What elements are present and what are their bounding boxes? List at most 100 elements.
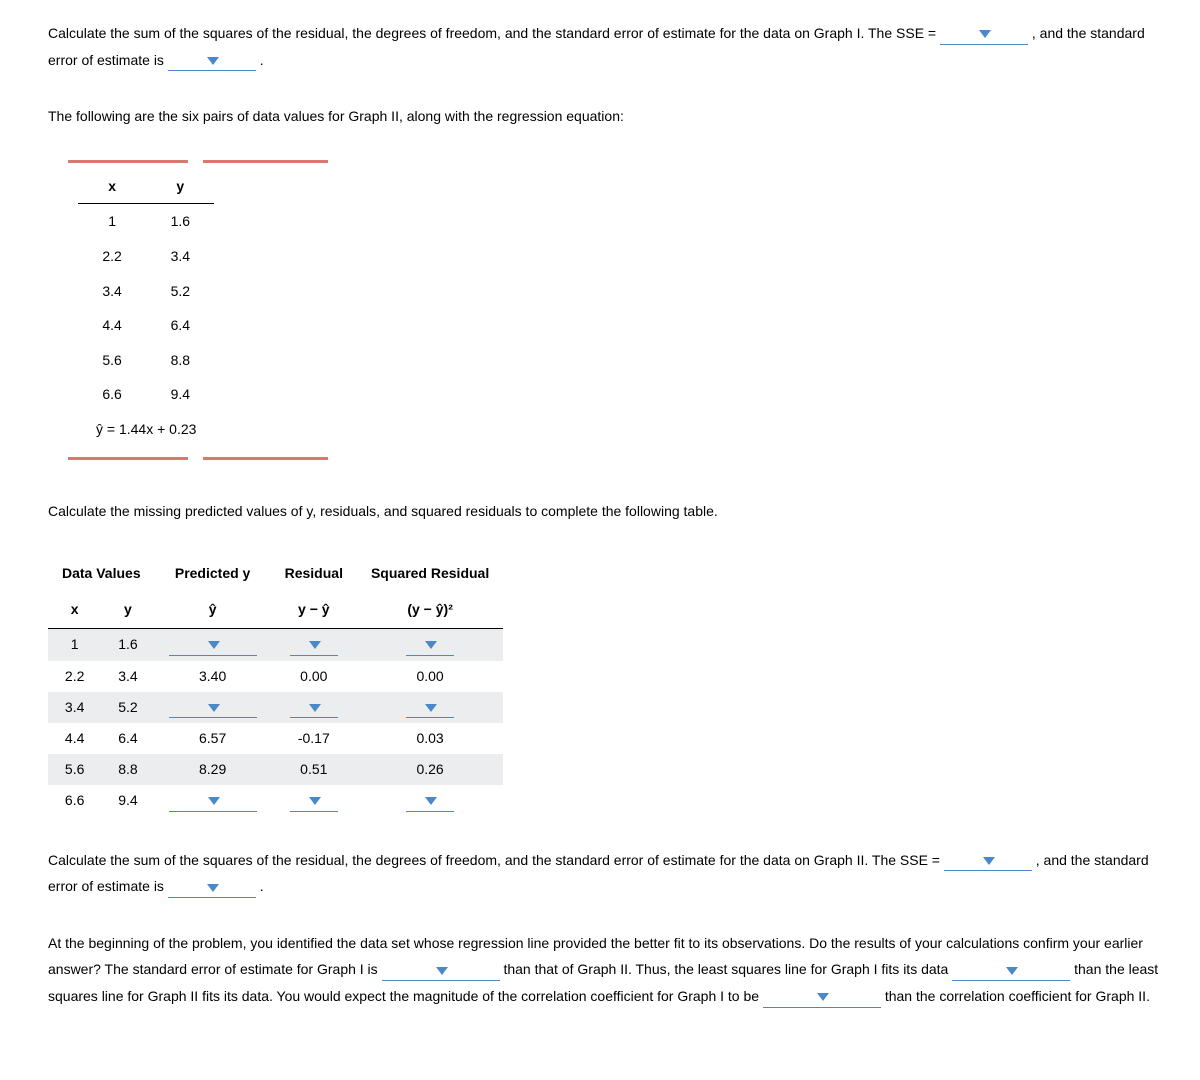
text: than the correlation coefficient for Gra…: [885, 988, 1150, 1004]
chevron-down-icon: [436, 967, 448, 975]
chevron-down-icon: [425, 641, 437, 649]
text: Calculate the missing predicted values o…: [48, 503, 718, 519]
chevron-down-icon: [309, 641, 321, 649]
table-cell: [271, 692, 357, 724]
table-cell: 0.00: [271, 661, 357, 692]
chevron-down-icon: [983, 857, 995, 865]
table-cell: 6.57: [155, 723, 271, 754]
dropdown-cell[interactable]: [406, 791, 454, 812]
xy-table: x y 11.62.23.43.45.24.46.45.68.86.69.4 ŷ…: [78, 169, 214, 447]
table-cell: 6.6: [48, 785, 101, 817]
table-cell: 3.4: [48, 692, 101, 724]
table-row: 4.46.4: [78, 308, 214, 343]
table-row: 2.23.43.400.000.00: [48, 661, 503, 692]
table-cell: 3.40: [155, 661, 271, 692]
residuals-table: Data Values Predicted y Residual Squared…: [48, 555, 503, 817]
table-row: 5.68.88.290.510.26: [48, 754, 503, 785]
table-cell: 5.2: [101, 692, 154, 724]
sub-header-y: y: [101, 591, 154, 628]
table-cell: [155, 785, 271, 817]
table-cell: 3.4: [78, 274, 146, 309]
dropdown-cell[interactable]: [169, 635, 257, 656]
chevron-down-icon: [425, 704, 437, 712]
table-row: 6.69.4: [78, 377, 214, 412]
dropdown-se2[interactable]: [168, 877, 256, 898]
text: At the beginning of the problem, you ide…: [48, 935, 942, 951]
chevron-down-icon: [208, 704, 220, 712]
chevron-down-icon: [309, 704, 321, 712]
table-cell: 9.4: [101, 785, 154, 817]
table-cell: 1.6: [146, 204, 214, 239]
data-table-graph2: x y 11.62.23.43.45.24.46.45.68.86.69.4 ŷ…: [48, 160, 328, 460]
table-cell: 5.6: [78, 343, 146, 378]
col-header-x: x: [78, 169, 146, 204]
text: .: [260, 878, 264, 894]
group-header-predicted: Predicted y: [155, 555, 271, 592]
dropdown-cell[interactable]: [290, 635, 338, 656]
table-cell: [357, 785, 503, 817]
dropdown-cell[interactable]: [169, 698, 257, 719]
sub-header-res: y − ŷ: [271, 591, 357, 628]
dropdown-cell[interactable]: [290, 698, 338, 719]
table-cell: 8.8: [146, 343, 214, 378]
text: than that of Graph II. Thus, the least s…: [503, 961, 806, 977]
table-cell: -0.17: [271, 723, 357, 754]
sub-header-sqres: (y − ŷ)²: [357, 591, 503, 628]
table-row: 3.45.2: [78, 274, 214, 309]
chevron-down-icon: [979, 30, 991, 38]
col-header-y: y: [146, 169, 214, 204]
table-row: 3.45.2: [48, 692, 503, 724]
paragraph-calc-missing: Calculate the missing predicted values o…: [48, 498, 1160, 525]
paragraph-sse-graph1: Calculate the sum of the squares of the …: [48, 20, 1160, 73]
dropdown-sse1[interactable]: [940, 24, 1028, 45]
table-cell: 5.2: [146, 274, 214, 309]
dropdown-cell[interactable]: [406, 635, 454, 656]
chevron-down-icon: [425, 797, 437, 805]
table-cell: [155, 692, 271, 724]
chevron-down-icon: [207, 884, 219, 892]
sub-header-yhat: ŷ: [155, 591, 271, 628]
sub-header-x: x: [48, 591, 101, 628]
dropdown-compare-se[interactable]: [382, 960, 500, 981]
table-cell: [271, 785, 357, 817]
paragraph-sse-graph2: Calculate the sum of the squares of the …: [48, 847, 1160, 900]
table-cell: 5.6: [48, 754, 101, 785]
table-row: 11.6: [48, 628, 503, 660]
table-cell: 0.00: [357, 661, 503, 692]
dropdown-compare-fit[interactable]: [952, 960, 1070, 981]
table-cell: 8.8: [101, 754, 154, 785]
dropdown-compare-corr[interactable]: [763, 987, 881, 1008]
table-cell: 4.4: [48, 723, 101, 754]
chevron-down-icon: [207, 57, 219, 65]
text: Calculate the sum of the squares of the …: [48, 25, 936, 41]
table-cell: 4.4: [78, 308, 146, 343]
text: for Graph I fits its data: [811, 961, 949, 977]
table-cell: [271, 628, 357, 660]
table-cell: 9.4: [146, 377, 214, 412]
chevron-down-icon: [817, 993, 829, 1001]
table-row: 11.6: [78, 204, 214, 239]
table-row: 2.23.4: [78, 239, 214, 274]
dropdown-cell[interactable]: [406, 698, 454, 719]
dropdown-se1[interactable]: [168, 51, 256, 72]
table-cell: 0.03: [357, 723, 503, 754]
chevron-down-icon: [1006, 967, 1018, 975]
dropdown-cell[interactable]: [169, 791, 257, 812]
chevron-down-icon: [208, 641, 220, 649]
table-cell: [357, 692, 503, 724]
dropdown-cell[interactable]: [290, 791, 338, 812]
table-cell: 2.2: [78, 239, 146, 274]
table-cell: 6.4: [146, 308, 214, 343]
table-row: 6.69.4: [48, 785, 503, 817]
table-cell: 3.4: [146, 239, 214, 274]
dropdown-sse2[interactable]: [944, 851, 1032, 872]
group-header-data-values: Data Values: [48, 555, 155, 592]
group-header-squared-residual: Squared Residual: [357, 555, 503, 592]
regression-equation: ŷ = 1.44x + 0.23: [78, 412, 214, 447]
text: The following are the six pairs of data …: [48, 108, 624, 124]
table-cell: 1: [48, 628, 101, 660]
group-header-residual: Residual: [271, 555, 357, 592]
table-cell: 0.26: [357, 754, 503, 785]
table-cell: 6.4: [101, 723, 154, 754]
table-cell: 6.6: [78, 377, 146, 412]
